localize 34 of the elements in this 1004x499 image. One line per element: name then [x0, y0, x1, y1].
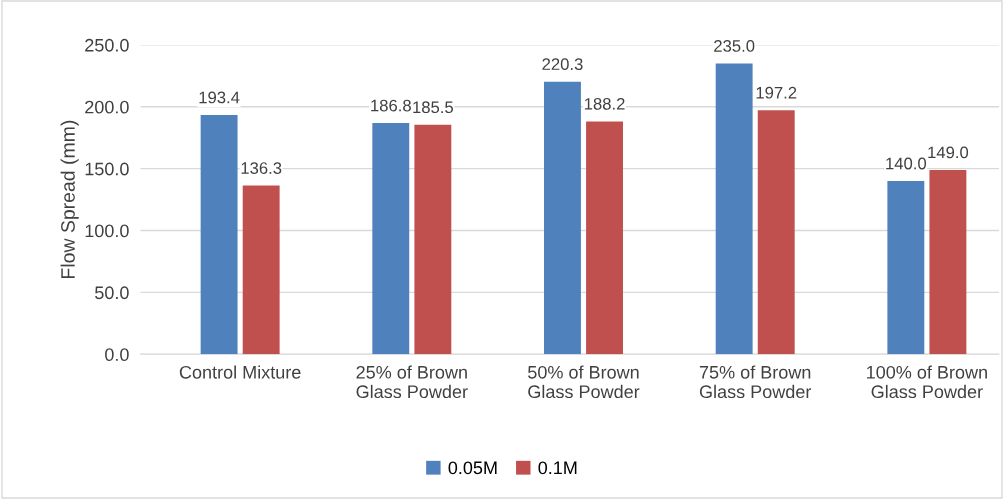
data-label: 235.0 — [714, 40, 755, 52]
legend-label: 0.1M — [538, 461, 577, 475]
x-tick-label: 75% of Brown Glass Powder — [699, 365, 812, 399]
bar — [414, 124, 452, 355]
y-tick-label: 100.0 — [85, 224, 129, 238]
data-label: 140.0 — [886, 157, 927, 170]
data-label: 193.4 — [199, 91, 240, 104]
bar — [242, 185, 280, 355]
y-tick-label: 50.0 — [95, 286, 129, 300]
data-label: 185.5 — [413, 101, 454, 114]
bar — [372, 123, 410, 355]
y-tick-label: 200.0 — [85, 100, 129, 114]
data-label: 220.3 — [542, 58, 583, 71]
y-tick-label: 0.0 — [105, 348, 129, 362]
x-tick-label: 25% of Brown Glass Powder — [356, 365, 468, 399]
bar — [586, 121, 623, 355]
data-label: 149.0 — [928, 146, 969, 159]
data-label: 197.2 — [756, 86, 797, 99]
bar — [929, 169, 967, 355]
y-axis-title: Flow Spread (mm) — [60, 120, 79, 278]
data-label: 188.2 — [584, 97, 625, 110]
bar — [887, 181, 925, 355]
x-tick-label: 50% of Brown Glass Powder — [528, 365, 640, 399]
bar — [544, 81, 581, 355]
y-tick-label: 250.0 — [85, 38, 129, 52]
x-tick-label: 100% of Brown Glass Powder — [867, 365, 987, 399]
data-label: 136.3 — [241, 162, 282, 174]
bar — [757, 110, 795, 355]
bar — [715, 63, 753, 355]
data-label: 186.8 — [371, 99, 411, 112]
legend-label: 0.05M — [448, 461, 497, 475]
x-tick-label: Control Mixture — [179, 365, 301, 379]
bar — [200, 114, 238, 355]
y-tick-label: 150.0 — [85, 162, 129, 176]
